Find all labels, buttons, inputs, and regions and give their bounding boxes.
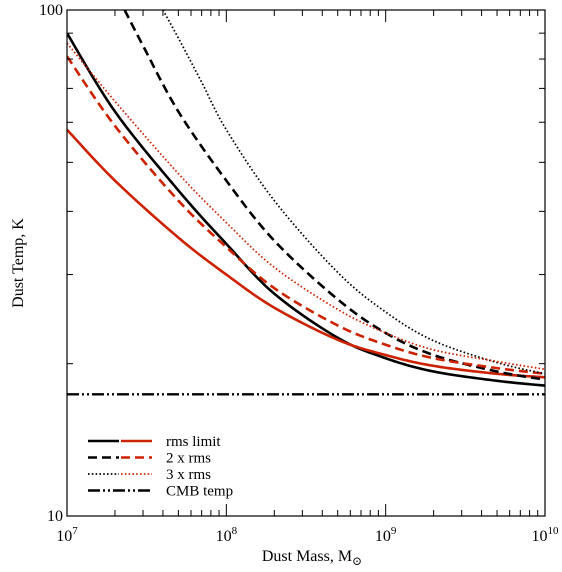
legend-label: rms limit: [166, 434, 221, 450]
y-tick-label: 100: [39, 2, 63, 19]
legend-label: 2 x rms: [166, 451, 211, 467]
y-axis-label: Dust Temp, K: [10, 218, 27, 308]
series-line-black-dotted: [162, 10, 545, 375]
legend-entry: 3 x rms: [88, 467, 211, 483]
series-line-red-solid: [67, 128, 545, 379]
legend-entry: CMB temp: [88, 484, 233, 500]
plot-frame: [66, 9, 546, 517]
x-tick-label: 107: [56, 525, 78, 545]
axes: [66, 9, 546, 517]
y-tick-label: 10: [47, 508, 63, 525]
legend-label: 3 x rms: [166, 467, 211, 483]
series-line-black-solid: [67, 32, 545, 387]
legend-entry: rms limit: [88, 434, 221, 450]
plot-lines: [67, 10, 545, 396]
x-tick-label: 1010: [532, 525, 560, 545]
x-tick-label: 108: [216, 525, 238, 545]
legend-label: CMB temp: [166, 484, 233, 500]
x-tick-label: 109: [375, 525, 397, 545]
x-axis-label: Dust Mass, M⊙: [262, 548, 362, 567]
legend-entry: 2 x rms: [88, 451, 211, 467]
series-line-red-dashed: [67, 55, 545, 376]
